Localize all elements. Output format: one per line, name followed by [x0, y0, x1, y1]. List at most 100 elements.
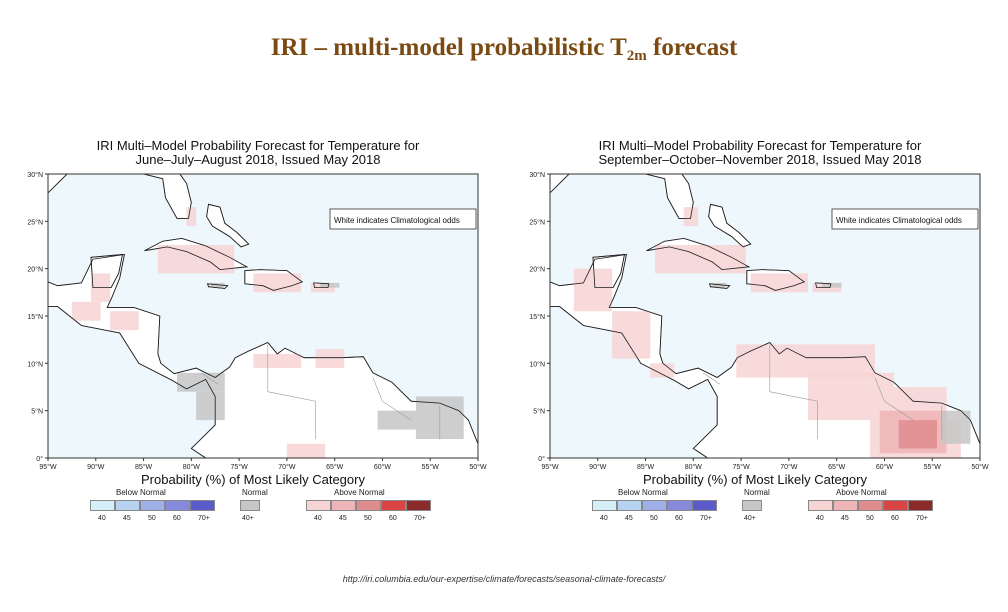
legend-below-tick: 50: [148, 515, 156, 522]
y-tick-label: 5°N: [533, 408, 545, 416]
y-tick-label: 0°: [36, 455, 43, 463]
legend-normal-title: Normal: [744, 488, 770, 497]
coastline: [90, 254, 123, 288]
normal-probability-cell: [377, 410, 416, 430]
y-tick-label: 5°N: [31, 408, 43, 416]
map-subtitle: September–October–November 2018, Issued …: [598, 152, 922, 167]
y-tick-label: 0°: [538, 455, 545, 463]
x-tick-label: 75°W: [231, 463, 249, 471]
map-layers: [48, 174, 478, 458]
x-tick-label: 95°W: [39, 463, 57, 471]
x-tick-label: 65°W: [326, 463, 344, 471]
legend-below-swatch: [115, 500, 140, 511]
y-tick-label: 20°N: [529, 266, 545, 274]
normal-probability-cell: [196, 391, 225, 421]
forecast-map: White indicates Climatological odds 95°W 9…: [27, 171, 487, 471]
legend-above-tick: 45: [841, 515, 849, 522]
x-tick-label: 95°W: [541, 463, 559, 471]
legend-below-tick: 70+: [198, 515, 210, 522]
legend-below-tick: 50: [650, 515, 658, 522]
legend-below-tick: 40: [600, 515, 608, 522]
above-probability-cell: [110, 311, 139, 331]
legend-above-swatch: [331, 500, 356, 511]
x-axis-label: Probability (%) of Most Likely Category: [141, 472, 365, 487]
climatology-note-box: [329, 208, 477, 230]
legend-above-swatch: [356, 500, 381, 511]
coastline: [244, 269, 304, 291]
legend-above-tick: 60: [891, 515, 899, 522]
legend-normal-tick: 40+: [242, 515, 254, 522]
legend-above-tick: 60: [389, 515, 397, 522]
normal-probability-cell: [177, 372, 225, 392]
x-tick-label: 50°W: [469, 463, 487, 471]
above-probability-cell: [286, 443, 326, 458]
coastline: [708, 203, 752, 248]
legend-normal-swatch: [742, 500, 762, 511]
y-tick-label: 15°N: [529, 313, 545, 321]
legend-below-swatch: [190, 500, 215, 511]
legend-below-swatch: [617, 500, 642, 511]
country-border: [702, 372, 721, 385]
x-tick-label: 75°W: [733, 463, 751, 471]
legend-above-title: Above Normal: [836, 488, 887, 497]
country-border: [372, 377, 412, 421]
coastline: [746, 269, 806, 291]
legend-below-tick: 45: [625, 515, 633, 522]
legend-below-tick: 40: [98, 515, 106, 522]
above-probability-cell: [898, 420, 937, 449]
legend-above-tick: 50: [364, 515, 372, 522]
legend-below-swatch: [90, 500, 115, 511]
legend-below-tick: 60: [675, 515, 683, 522]
normal-probability-cell: [822, 282, 842, 288]
map-subtitle: June–July–August 2018, Issued May 2018: [135, 152, 381, 167]
forecast-map: White indicates Climatological odds 95°W 9…: [529, 171, 989, 471]
coastline: [144, 237, 249, 271]
y-tick-label: 30°N: [529, 171, 545, 179]
above-probability-cell: [573, 268, 613, 312]
above-probability-cell: [186, 207, 197, 227]
y-tick-label: 25°N: [27, 218, 43, 226]
legend-normal-swatch: [240, 500, 260, 511]
y-tick-label: 20°N: [27, 266, 43, 274]
slide-title-subscript: 2m: [626, 48, 647, 64]
map-title: IRI Multi–Model Probability Forecast for…: [96, 138, 420, 153]
x-tick-label: 90°W: [589, 463, 607, 471]
x-tick-label: 60°W: [374, 463, 392, 471]
x-tick-label: 60°W: [876, 463, 894, 471]
legend-above-tick: 50: [866, 515, 874, 522]
y-tick-label: 25°N: [529, 218, 545, 226]
above-probability-cell: [736, 344, 875, 378]
climatology-note-text: White indicates Climatological odds: [836, 216, 962, 225]
legend-above-tick: 40: [314, 515, 322, 522]
x-tick-label: 50°W: [971, 463, 989, 471]
x-tick-label: 55°W: [924, 463, 942, 471]
source-url-text[interactable]: http://iri.columbia.edu/our-expertise/cl…: [342, 574, 666, 584]
source-url[interactable]: http://iri.columbia.edu/our-expertise/cl…: [0, 574, 1008, 584]
legend-above-swatch: [306, 500, 331, 511]
x-tick-label: 55°W: [422, 463, 440, 471]
legend-below-swatch: [165, 500, 190, 511]
above-probability-cell: [612, 311, 651, 359]
coastline: [592, 254, 625, 288]
forecast-panel-jja: IRI Multi–Model Probability Forecast for…: [18, 128, 488, 528]
coastline: [48, 174, 478, 458]
coastline: [207, 283, 229, 289]
above-probability-cell: [253, 273, 302, 293]
x-tick-label: 85°W: [135, 463, 153, 471]
y-tick-label: 15°N: [27, 313, 43, 321]
legend-above-tick: 70+: [916, 515, 928, 522]
climatology-note-box: [831, 208, 979, 230]
x-tick-label: 70°W: [278, 463, 296, 471]
legend-above-swatch: [908, 500, 933, 511]
coastline: [815, 282, 832, 288]
x-tick-label: 85°W: [637, 463, 655, 471]
legend-above-swatch: [406, 500, 431, 511]
x-tick-label: 90°W: [87, 463, 105, 471]
x-tick-label: 80°W: [183, 463, 201, 471]
legend-normal-title: Normal: [242, 488, 268, 497]
country-border: [200, 372, 219, 385]
y-tick-label: 30°N: [27, 171, 43, 179]
country-border: [267, 344, 316, 440]
legend-above-tick: 70+: [414, 515, 426, 522]
above-probability-cell: [253, 353, 302, 369]
